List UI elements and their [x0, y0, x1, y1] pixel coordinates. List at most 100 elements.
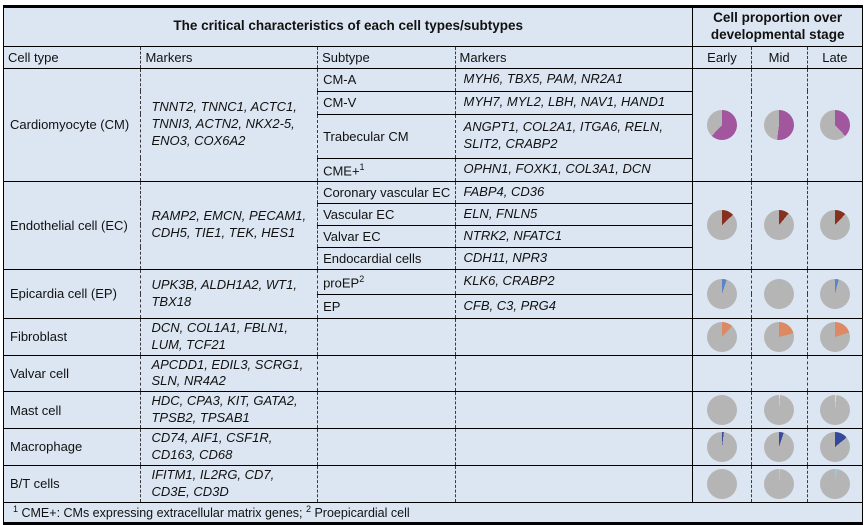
table-row-trabecular-cm: Trabecular CM ANGPT1, COL2A1, ITGA6, REL…: [4, 113, 863, 159]
pie-cell-early: [692, 354, 752, 392]
pie-cell-early: [692, 67, 752, 182]
subtype-markers-cell: [454, 391, 693, 429]
pie-chart-ec-mid: [764, 210, 795, 241]
pie-chart-ec-late: [819, 210, 850, 241]
subtype-cell: CME+1: [317, 157, 456, 182]
header-row-titles: The critical characteristics of each cel…: [3, 6, 863, 47]
pie-cell-mid: [750, 67, 808, 182]
superscript-2: 2: [359, 273, 365, 284]
footnote-superscript-2: 2: [305, 504, 311, 515]
subtype-markers-cell: [454, 354, 693, 392]
pie-cell-mid: [750, 180, 808, 270]
pie-cell-mid: [750, 428, 808, 466]
markers-cell: IFITM1, IL2RG, CD7, CD3E, CD3D: [140, 464, 318, 503]
table-row-ep-sub: EP CFB, C3, PRG4: [4, 293, 863, 319]
markers-cell: UPK3B, ALDH1A2, WT1, TBX18: [140, 268, 318, 319]
pie-cell-early: [692, 180, 752, 270]
pie-chart-macrophage-late: [819, 431, 850, 462]
pie-cell-late: [806, 180, 863, 270]
markers-cell: HDC, CPA3, KIT, GATA2, TPSB2, TPSAB1: [140, 391, 318, 429]
col-header-cell-type: Cell type: [3, 46, 141, 69]
subtype-markers-cell: FABP4, CD36: [454, 180, 693, 204]
subtype-cell: [317, 391, 456, 429]
markers-cell: DCN, COL1A1, FBLN1, LUM, TCF21: [140, 317, 318, 356]
table-row-mast-cell: Mast cell HDC, CPA3, KIT, GATA2, TPSB2, …: [3, 391, 863, 429]
superscript-1: 1: [359, 161, 365, 172]
pie-chart-fibroblast-late: [819, 321, 850, 352]
pie-cell-late: [806, 354, 863, 392]
col-header-subtype: Subtype: [317, 46, 456, 69]
subtype-markers-cell: OPHN1, FOXK1, COL3A1, DCN: [454, 157, 693, 182]
footnote-row: 1 CME+: CMs expressing extracellular mat…: [3, 501, 863, 524]
pie-chart-ec-early: [706, 210, 737, 241]
subtype-cell: Vascular EC: [317, 202, 456, 226]
subtype-cell: [317, 464, 456, 503]
col-header-markers2: Markers: [454, 46, 693, 69]
cell-type-cell: B/T cells: [3, 464, 141, 503]
subtype-cell: Coronary vascular EC: [317, 180, 456, 204]
subtype-markers-cell: [454, 464, 693, 503]
pie-chart-macrophage-early: [706, 431, 737, 462]
header-row-columns: Cell type Markers Subtype Markers Early …: [3, 46, 863, 69]
table-row-bt-cells: B/T cells IFITM1, IL2RG, CD7, CD3E, CD3D: [3, 464, 863, 503]
footnote-superscript-1: 1: [13, 504, 19, 515]
subtype-cell: CM-V: [317, 90, 456, 115]
subtype-cell: Trabecular CM: [317, 113, 456, 159]
subtype-cell: Endocardial cells: [317, 246, 456, 270]
pie-chart-mast-early: [706, 395, 737, 426]
subtype-markers-cell: CFB, C3, PRG4: [454, 293, 693, 319]
pie-cell-late: [806, 428, 863, 466]
pie-cell-early: [692, 428, 752, 466]
pie-chart-cm-mid: [764, 109, 795, 140]
subtype-markers-cell: ANGPT1, COL2A1, ITGA6, RELN, SLIT2, CRAB…: [454, 113, 693, 159]
col-header-markers: Markers: [140, 46, 318, 69]
pie-cell-early: [692, 464, 752, 503]
pie-chart-fibroblast-early: [706, 321, 737, 352]
markers-cell: RAMP2, EMCN, PECAM1, CDH5, TIE1, TEK, HE…: [140, 180, 318, 270]
markers-cell: CD74, AIF1, CSF1R, CD163, CD68: [140, 428, 318, 466]
cell-characteristics-table: The critical characteristics of each cel…: [3, 5, 863, 525]
table-row-macrophage: Macrophage CD74, AIF1, CSF1R, CD163, CD6…: [3, 428, 863, 466]
subtype-markers-cell: ELN, FNLN5: [454, 202, 693, 226]
table-row-vascular-ec: Vascular EC ELN, FNLN5: [4, 202, 863, 226]
left-section-title: The critical characteristics of each cel…: [3, 6, 693, 47]
cell-type-cell: Epicardia cell (EP): [3, 268, 141, 319]
table-row-ep: Epicardia cell (EP) UPK3B, ALDH1A2, WT1,…: [3, 268, 863, 319]
pie-chart-mast-late: [819, 395, 850, 426]
pie-chart-mast-mid: [764, 395, 795, 426]
pie-chart-cm-late: [819, 109, 850, 140]
pie-chart-ep-mid: [764, 278, 795, 309]
subtype-markers-cell: NTRK2, NFATC1: [454, 224, 693, 248]
col-header-late: Late: [806, 46, 863, 69]
table-row-valvar-ec: Valvar EC NTRK2, NFATC1: [4, 224, 863, 248]
pie-chart-bt-early: [706, 468, 737, 499]
cell-type-cell: Cardiomyocyte (CM): [3, 67, 141, 182]
cell-type-cell: Endothelial cell (EC): [3, 180, 141, 270]
pie-cell-late: [806, 67, 863, 182]
pie-chart-fibroblast-mid: [764, 321, 795, 352]
subtype-cell: [317, 354, 456, 392]
footnote-text: 1 CME+: CMs expressing extracellular mat…: [3, 501, 863, 524]
pie-cell-late: [806, 391, 863, 429]
subtype-markers-cell: CDH11, NPR3: [454, 246, 693, 270]
subtype-markers-cell: [454, 317, 693, 356]
pie-cell-early: [692, 317, 752, 356]
markers-cell: TNNT2, TNNC1, ACTC1, TNNI3, ACTN2, NKX2-…: [140, 67, 318, 182]
cell-type-cell: Valvar cell: [3, 354, 141, 392]
table-row-ec: Endothelial cell (EC) RAMP2, EMCN, PECAM…: [3, 180, 863, 270]
pie-chart-bt-late: [819, 468, 850, 499]
col-header-early: Early: [692, 46, 752, 69]
pie-cell-late: [806, 464, 863, 503]
pie-cell-mid: [750, 354, 808, 392]
pie-chart-bt-mid: [764, 468, 795, 499]
subtype-markers-cell: KLK6, CRABP2: [454, 268, 693, 295]
subtype-cell: CM-A: [317, 67, 456, 92]
table-row-cm: Cardiomyocyte (CM) TNNT2, TNNC1, ACTC1, …: [3, 67, 863, 182]
subtype-cell: [317, 317, 456, 356]
subtype-markers-cell: MYH6, TBX5, PAM, NR2A1: [454, 67, 693, 92]
cell-type-cell: Mast cell: [3, 391, 141, 429]
cell-type-cell: Macrophage: [3, 428, 141, 466]
cell-type-cell: Fibroblast: [3, 317, 141, 356]
pie-cell-mid: [750, 391, 808, 429]
